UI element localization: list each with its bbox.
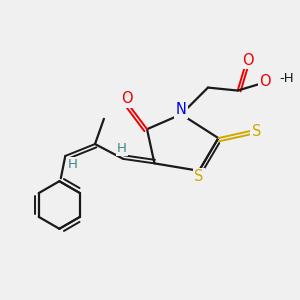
- Text: S: S: [194, 169, 204, 184]
- Text: O: O: [122, 91, 133, 106]
- Text: S: S: [251, 124, 261, 139]
- Text: H: H: [68, 158, 78, 171]
- Text: O: O: [259, 74, 271, 89]
- Text: N: N: [176, 102, 187, 117]
- Text: O: O: [242, 53, 254, 68]
- Text: -H: -H: [280, 72, 294, 85]
- Text: H: H: [117, 142, 127, 155]
